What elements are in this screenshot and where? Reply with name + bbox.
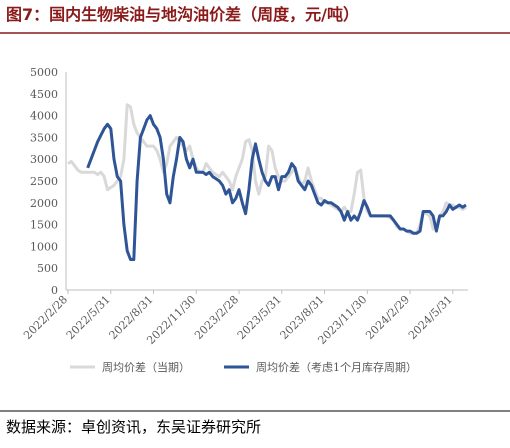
y-tick-label: 5000	[30, 66, 58, 79]
x-tick-label: 2022/5/31	[64, 293, 113, 342]
x-tick-label: 2023/5/31	[235, 293, 284, 342]
y-tick-label: 4500	[30, 88, 58, 101]
line	[86, 114, 467, 261]
y-tick-label: 500	[37, 262, 58, 275]
x-tick-label: 2023/2/28	[192, 293, 241, 342]
y-tick-label: 1000	[30, 240, 58, 253]
y-tick-label: 4000	[30, 110, 58, 123]
legend-label: 周均价差（当期）	[102, 360, 190, 374]
x-tick-label: 2022/2/28	[21, 293, 70, 342]
x-tick-label: 2024/2/29	[363, 293, 412, 342]
y-tick-label: 2000	[30, 197, 58, 210]
source: 数据来源：卓创资讯，东吴证券研究所	[6, 418, 261, 436]
y-tick-label: 1500	[30, 219, 58, 232]
legend-label: 周均价差（考虑1个月库存周期）	[256, 360, 417, 374]
y-tick-label: 3500	[30, 131, 58, 144]
x-tick-label: 2024/5/31	[406, 293, 455, 342]
line	[67, 103, 467, 235]
chart-title: 图7：国内生物柴油与地沟油价差（周度，元/吨）	[6, 5, 359, 24]
y-tick-label: 2500	[30, 175, 58, 188]
y-tick-label: 0	[51, 284, 58, 297]
y-tick-label: 3000	[30, 153, 58, 166]
